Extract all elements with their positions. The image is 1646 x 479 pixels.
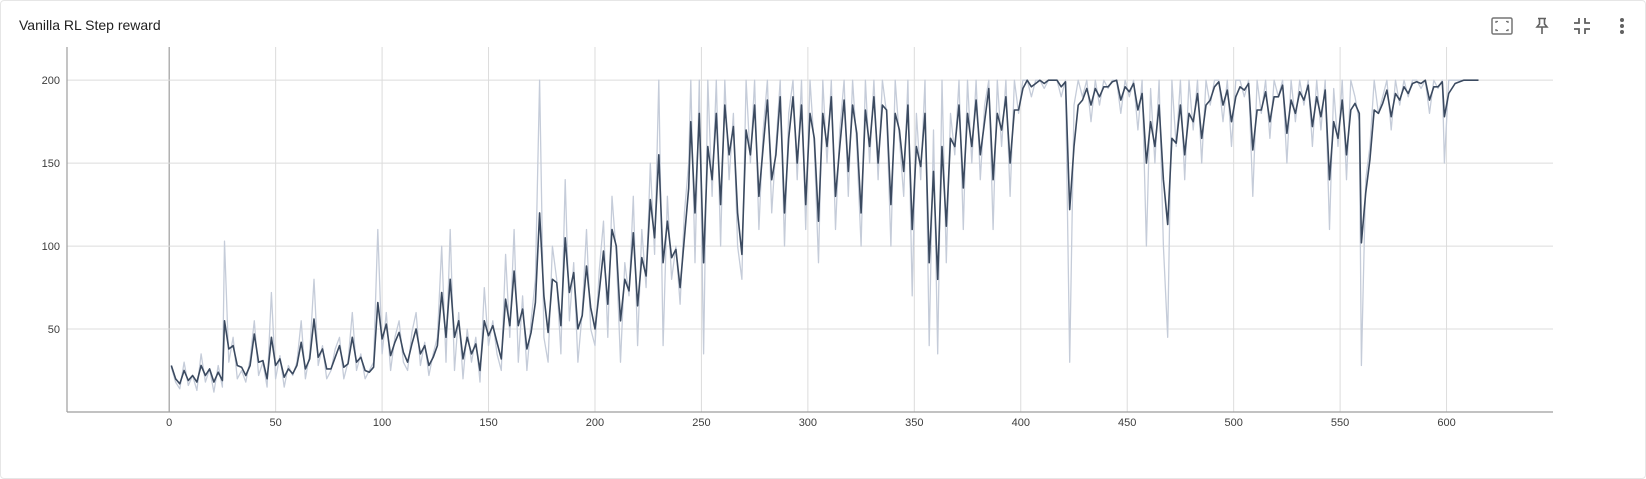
x-tick-label: 400 — [1012, 417, 1030, 429]
series-layer — [170, 79, 1479, 393]
y-tick-label: 200 — [42, 75, 60, 87]
x-tick-label: 50 — [270, 417, 282, 429]
more-vert-icon — [1620, 18, 1624, 34]
line-chart: 0 50 100 150 200 250 300 350 400 450 500 550 600 50 10… — [42, 47, 1553, 429]
chart-toolbar — [1489, 13, 1635, 39]
tick-labels: 0 50 100 150 200 250 300 350 400 450 500 550 600 50 10… — [42, 75, 1456, 429]
chart-title: Vanilla RL Step reward — [19, 17, 161, 33]
pin-icon — [1535, 17, 1549, 34]
x-tick-label: 450 — [1118, 417, 1136, 429]
axes — [66, 47, 1553, 413]
collapse-icon — [1574, 18, 1590, 34]
x-tick-label: 350 — [905, 417, 923, 429]
smoothed-series-line — [170, 79, 1479, 385]
x-tick-label: 100 — [373, 417, 391, 429]
raw-series-line — [170, 79, 1479, 393]
y-tick-label: 150 — [42, 158, 60, 170]
x-tick-label: 0 — [166, 417, 172, 429]
fit-domain-button[interactable] — [1489, 13, 1515, 39]
x-tick-label: 150 — [479, 417, 497, 429]
collapse-button[interactable] — [1569, 13, 1595, 39]
x-tick-label: 250 — [692, 417, 710, 429]
x-tick-label: 600 — [1437, 417, 1455, 429]
fit-domain-icon — [1491, 17, 1513, 35]
x-tick-label: 300 — [799, 417, 817, 429]
y-tick-label: 100 — [42, 241, 60, 253]
x-tick-label: 550 — [1331, 417, 1349, 429]
y-tick-label: 50 — [48, 324, 60, 336]
x-tick-label: 200 — [586, 417, 604, 429]
pin-button[interactable] — [1529, 13, 1555, 39]
x-tick-label: 500 — [1224, 417, 1242, 429]
more-options-button[interactable] — [1609, 13, 1635, 39]
